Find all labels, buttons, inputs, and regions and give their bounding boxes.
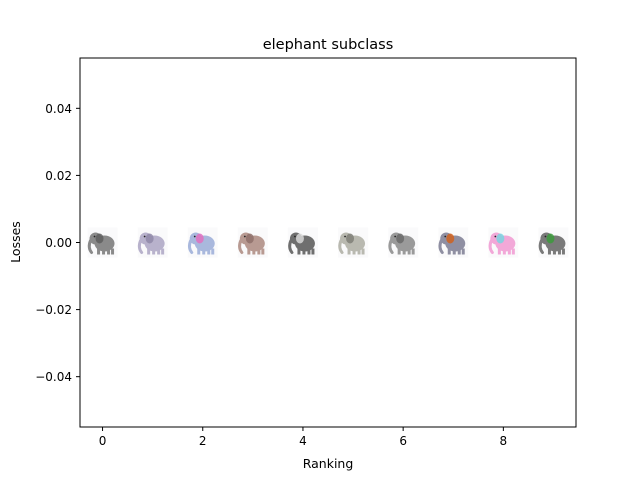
data-point-elephant-icon <box>388 227 419 258</box>
x-tick-label: 0 <box>99 434 107 448</box>
data-point-elephant-icon <box>488 227 519 258</box>
x-tick-label: 8 <box>500 434 508 448</box>
data-point-elephant-icon <box>137 227 168 258</box>
y-tick-label: 0.02 <box>45 169 72 183</box>
y-tick-label: 0.00 <box>45 236 72 250</box>
chart-title: elephant subclass <box>263 37 394 53</box>
x-tick-label: 2 <box>199 434 207 448</box>
data-point-elephant-icon <box>287 227 318 258</box>
data-point-elephant-icon <box>187 227 218 258</box>
data-point-elephant-icon <box>87 227 118 258</box>
data-point-elephant-icon <box>338 227 369 258</box>
x-tick-label: 4 <box>299 434 307 448</box>
y-axis-label: Losses <box>8 221 23 263</box>
data-point-elephant-icon <box>237 227 268 258</box>
y-tick-label: −0.04 <box>35 370 72 384</box>
data-point-elephant-icon <box>538 227 569 258</box>
y-tick-label: −0.02 <box>35 303 72 317</box>
y-tick-label: 0.04 <box>45 102 72 116</box>
x-tick-label: 6 <box>399 434 407 448</box>
x-axis-label: Ranking <box>303 456 354 471</box>
data-point-elephant-icon <box>438 227 469 258</box>
